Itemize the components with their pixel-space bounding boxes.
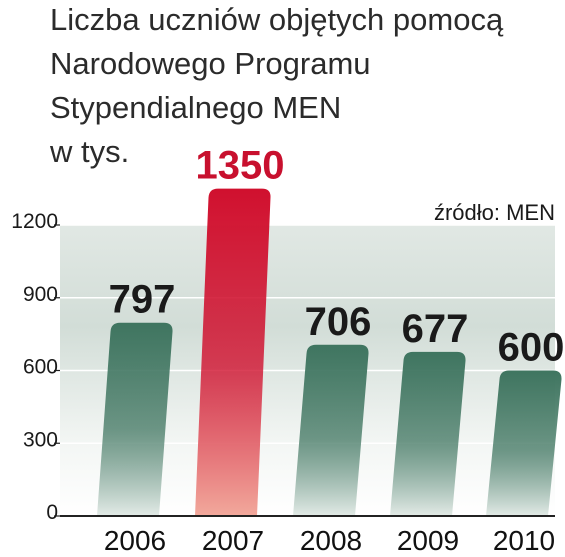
value-label-2009: 677 <box>402 307 469 351</box>
x-tick-label-2008: 2008 <box>300 525 362 556</box>
value-label-2007: 1350 <box>196 144 285 188</box>
x-tick-label-2009: 2009 <box>397 525 459 556</box>
title-line-3: Stypendialnego MEN <box>50 90 341 125</box>
value-labels: 797 1350 706 677 600 <box>109 144 565 370</box>
source-note: źródło: MEN <box>434 200 555 225</box>
y-tick-label-300: 300 <box>23 428 58 451</box>
bar-2009 <box>390 351 466 516</box>
x-tick-label-2006: 2006 <box>104 525 166 556</box>
title-line-4: w tys. <box>49 134 129 169</box>
y-tick-label-600: 600 <box>23 356 58 379</box>
x-tick-label-2007: 2007 <box>202 525 264 556</box>
value-label-2006: 797 <box>109 278 176 322</box>
bar-2007 <box>195 188 271 516</box>
y-axis: 0 300 600 900 1200 <box>11 210 60 524</box>
title-line-1: Liczba uczniów objętych pomocą <box>50 2 504 37</box>
bars <box>97 188 562 516</box>
x-tick-label-2010: 2010 <box>493 525 555 556</box>
bar-2010 <box>486 370 562 516</box>
chart-title: Liczba uczniów objętych pomocą Narodoweg… <box>49 2 504 169</box>
x-axis: 2006 2007 2008 2009 2010 <box>104 525 555 556</box>
y-tick-label-1200: 1200 <box>11 210 58 233</box>
y-tick-label-0: 0 <box>46 501 58 524</box>
bar-2008 <box>293 344 369 516</box>
bar-2006 <box>97 322 173 516</box>
title-line-2: Narodowego Programu <box>50 46 371 81</box>
y-tick-label-900: 900 <box>23 283 58 306</box>
value-label-2008: 706 <box>305 300 372 344</box>
value-label-2010: 600 <box>498 326 565 370</box>
